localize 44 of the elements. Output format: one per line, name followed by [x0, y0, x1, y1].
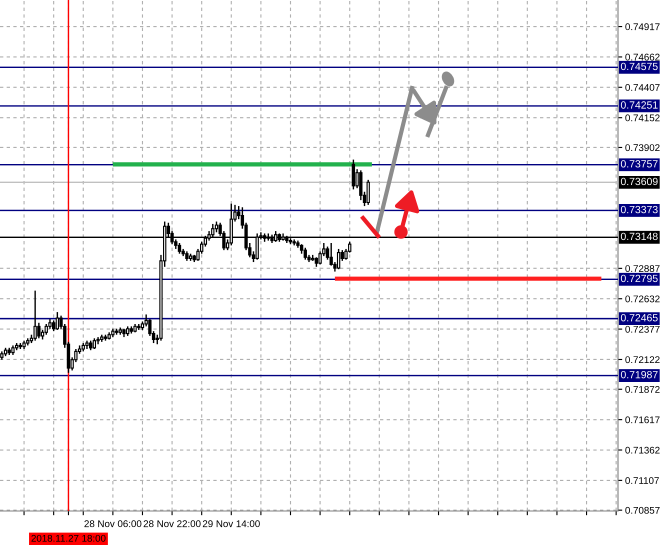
- y-tick-label: 0.71107: [625, 477, 659, 484]
- candlestick: [11, 344, 15, 356]
- ref-line-label: 0.74575: [620, 62, 658, 70]
- y-tick-label: 0.74152: [625, 114, 660, 122]
- ref-line-label: 0.73148: [620, 232, 658, 240]
- ref-line-label: 0.74251: [620, 101, 658, 109]
- candlestick: [33, 290, 37, 342]
- candlestick: [44, 323, 48, 336]
- candlestick: [37, 322, 41, 339]
- ref-line-label: 0.71987: [620, 370, 658, 378]
- y-tick-label: 0.72122: [625, 356, 660, 364]
- y-tick-label: 0.72377: [625, 326, 660, 333]
- x-tick-label: 29 Nov 14:00: [202, 520, 260, 528]
- y-tick-label: 0.72887: [625, 265, 660, 272]
- candlestick: [352, 158, 356, 190]
- ref-line-label: 0.73373: [620, 206, 658, 214]
- candlestick: [185, 250, 189, 262]
- x-tick-label: 28 Nov 06:00: [84, 520, 142, 528]
- y-tick-label: 0.71872: [625, 386, 660, 393]
- candlestick: [92, 338, 96, 350]
- candlestick: [336, 248, 340, 270]
- y-tick-label: 0.71617: [625, 416, 660, 424]
- candlestick: [314, 256, 318, 268]
- ref-line-label: 0.73757: [620, 160, 658, 168]
- candlestick: [89, 340, 92, 351]
- y-tick-label: 0.74662: [625, 54, 660, 61]
- ref-line-label: 0.73609: [620, 178, 658, 186]
- candlestick: [304, 247, 307, 260]
- y-tick-label: 0.73902: [625, 144, 660, 152]
- x-tick-label: 28 Nov 22:00: [144, 520, 201, 528]
- candlestick: [214, 220, 218, 233]
- candlestick: [126, 326, 130, 337]
- x-tick-label: 2018.11.27 18:00: [31, 534, 106, 542]
- candlestick: [178, 242, 182, 254]
- y-tick-label: 0.70857: [625, 506, 660, 514]
- candlestick: [56, 311, 60, 331]
- ref-line-label: 0.72465: [620, 314, 658, 322]
- ref-line-label: 0.72795: [620, 274, 658, 282]
- candlestick: [366, 179, 370, 206]
- y-tick-label: 0.74407: [625, 84, 660, 91]
- y-tick-label: 0.72632: [625, 295, 660, 302]
- candlestick: [52, 320, 56, 332]
- y-tick-label: 0.71362: [625, 446, 660, 454]
- y-tick-label: 0.74917: [625, 23, 660, 30]
